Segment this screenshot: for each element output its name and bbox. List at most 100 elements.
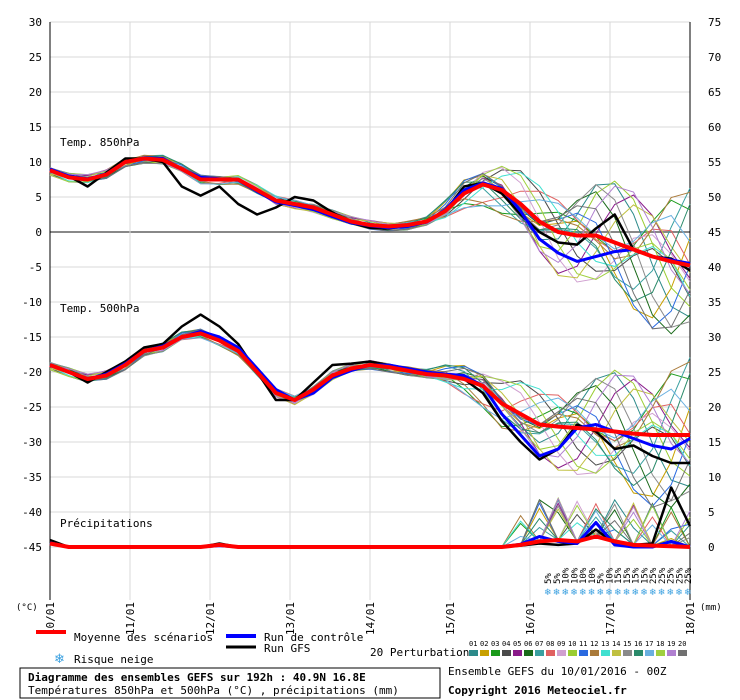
perturbation-id: 12 xyxy=(590,640,598,648)
mean-t500-line xyxy=(49,331,690,437)
left-tick-label: 30 xyxy=(29,16,42,29)
perturbation-swatch xyxy=(579,650,588,656)
perturbation-id: 08 xyxy=(546,640,554,648)
left-tick-label: -30 xyxy=(22,436,42,449)
snow-risk-label: 10% xyxy=(579,567,589,584)
legend-perturbations: 20 Perturbations xyxy=(370,646,476,659)
left-tick-label: 5 xyxy=(35,191,42,204)
perturbation-id: 17 xyxy=(645,640,653,648)
snow-risk-label: 25% xyxy=(649,567,659,584)
x-tick-label: 12/01 xyxy=(204,602,217,635)
perturbation-id: 16 xyxy=(634,640,642,648)
legend-control: Run de contrôle xyxy=(264,631,363,644)
perturbation-swatch xyxy=(623,650,632,656)
snow-risk-label: 15% xyxy=(640,567,650,584)
left-tick-label: -10 xyxy=(22,296,42,309)
right-tick-label: 60 xyxy=(708,121,721,134)
perturbation-swatch xyxy=(568,650,577,656)
main-series-lines xyxy=(49,156,692,549)
snowflake-icon: ❄ xyxy=(640,588,648,598)
perturbation-swatch xyxy=(645,650,654,656)
perturbation-id: 15 xyxy=(623,640,631,648)
perturbation-id: 10 xyxy=(568,640,576,648)
snowflake-icon: ❄ xyxy=(588,588,596,598)
perturbation-id: 19 xyxy=(667,640,675,648)
snow-risk-label: 25% xyxy=(684,567,694,584)
perturbation-id: 11 xyxy=(579,640,587,648)
chart-subtitle: Températures 850hPa et 500hPa (°C) , pré… xyxy=(28,684,399,697)
right-tick-label: 25 xyxy=(708,366,721,379)
snow-risk-label: 10% xyxy=(605,567,615,584)
chart-title: Diagramme des ensembles GEFS sur 192h : … xyxy=(28,671,366,684)
perturbation-swatch xyxy=(612,650,621,656)
snowflake-icon: ❄ xyxy=(649,588,657,598)
snowflake-icon: ❄ xyxy=(605,588,613,598)
right-tick-label: 65 xyxy=(708,86,721,99)
perturbation-swatch xyxy=(667,650,676,656)
mean-precip-line xyxy=(49,534,691,549)
perturbation-swatch xyxy=(469,650,478,656)
snow-risk-row: 5%❄5%❄10%❄10%❄10%❄10%❄5%❄10%❄15%❄15%❄15%… xyxy=(544,567,694,598)
panel-label-t850: Temp. 850hPa xyxy=(60,136,139,149)
left-tick-label: 10 xyxy=(29,156,42,169)
snowflake-icon: ❄ xyxy=(684,588,692,598)
mean-t850-line xyxy=(49,156,691,268)
snow-risk-label: 10% xyxy=(570,567,580,584)
perturbation-swatch xyxy=(601,650,610,656)
x-tick-label: 10/01 xyxy=(44,602,57,635)
right-tick-label: 70 xyxy=(708,51,721,64)
legend-snow: Risque neige xyxy=(74,653,153,666)
right-tick-label: 15 xyxy=(708,436,721,449)
right-tick-label: 55 xyxy=(708,156,721,169)
left-tick-label: 20 xyxy=(29,86,42,99)
copyright: Copyright 2016 Meteociel.fr xyxy=(448,684,627,697)
snow-risk-label: 5% xyxy=(597,573,607,584)
perturbation-swatch xyxy=(590,650,599,656)
snowflake-icon: ❄ xyxy=(579,588,587,598)
right-tick-label: 45 xyxy=(708,226,721,239)
perturbation-id: 20 xyxy=(678,640,686,648)
x-tick-label: 16/01 xyxy=(524,602,537,635)
perturbation-id: 05 xyxy=(513,640,521,648)
perturbation-swatch xyxy=(557,650,566,656)
x-tick-label: 17/01 xyxy=(604,602,617,635)
snowflake-icon: ❄ xyxy=(658,588,666,598)
snowflake-icon: ❄ xyxy=(570,588,578,598)
panel-label-precip: Précipitations xyxy=(60,517,153,530)
snowflake-icon: ❄ xyxy=(562,588,570,598)
perturbation-legend: 01 02 03 04 05 06 07 08 09 10 11 12 13 14 15 16 17 18 19 20 xyxy=(469,640,687,656)
right-tick-label: 40 xyxy=(708,261,721,274)
perturbation-swatch xyxy=(491,650,500,656)
snowflake-icon: ❄ xyxy=(553,588,561,598)
right-tick-label: 30 xyxy=(708,331,721,344)
right-tick-label: 20 xyxy=(708,401,721,414)
x-tick-label: 13/01 xyxy=(284,602,297,635)
snowflake-icon: ❄ xyxy=(544,588,552,598)
snow-risk-label: 25% xyxy=(667,567,677,584)
snowflake-icon: ❄ xyxy=(623,588,631,598)
right-tick-label: 35 xyxy=(708,296,721,309)
perturbation-swatch xyxy=(546,650,555,656)
snow-risk-label: 15% xyxy=(614,567,624,584)
perturbation-swatch xyxy=(513,650,522,656)
x-tick-label: 15/01 xyxy=(444,602,457,635)
left-axis-unit: (°C) xyxy=(16,603,38,613)
perturbation-swatch xyxy=(502,650,511,656)
x-tick-label: 18/01 xyxy=(684,602,697,635)
perturbation-swatch xyxy=(678,650,687,656)
snow-risk-label: 5% xyxy=(544,573,554,584)
title-box xyxy=(19,667,441,699)
x-tick-label: 14/01 xyxy=(364,602,377,635)
snowflake-icon: ❄ xyxy=(597,588,605,598)
right-tick-label: 75 xyxy=(708,16,721,29)
perturbation-swatch xyxy=(480,650,489,656)
left-tick-label: -35 xyxy=(22,471,42,484)
left-tick-label: -15 xyxy=(22,331,42,344)
perturbation-id: 18 xyxy=(656,640,664,648)
snow-risk-label: 10% xyxy=(562,567,572,584)
right-tick-label: 0 xyxy=(708,541,715,554)
perturbation-id: 14 xyxy=(612,640,620,648)
left-tick-label: -20 xyxy=(22,366,42,379)
